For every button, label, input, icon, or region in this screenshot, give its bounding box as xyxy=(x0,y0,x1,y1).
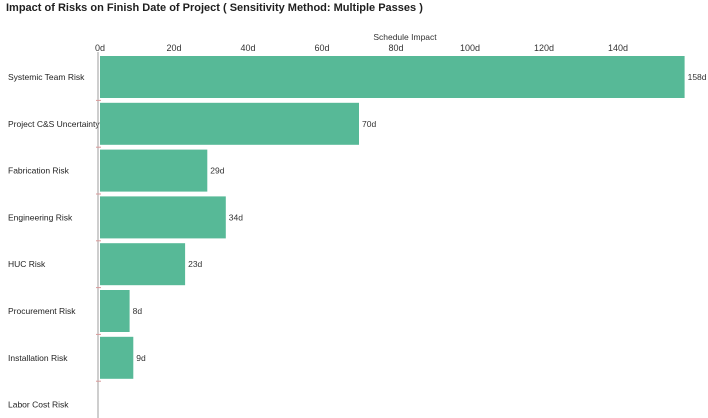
chart-title: Impact of Risks on Finish Date of Projec… xyxy=(6,2,423,14)
x-axis-title: Schedule Impact xyxy=(373,32,437,42)
x-tick-label: 20d xyxy=(166,43,181,53)
category-label: HUC Risk xyxy=(8,259,46,269)
x-tick-label: 40d xyxy=(240,43,255,53)
category-label: Procurement Risk xyxy=(8,306,76,316)
bar xyxy=(100,336,134,379)
y-axis-ticks xyxy=(96,99,101,382)
value-labels: 158d 70d 29d 34d 23d 8d 9d xyxy=(133,72,707,363)
x-tick-label: 60d xyxy=(314,43,329,53)
x-tick-label: 140d xyxy=(608,43,628,53)
category-label: Fabrication Risk xyxy=(8,166,70,176)
category-labels: Systemic Team Risk Project C&S Uncertaint… xyxy=(8,72,100,410)
x-tick-label: 80d xyxy=(388,43,403,53)
category-label: Engineering Risk xyxy=(8,212,73,222)
value-label: 70d xyxy=(362,119,376,129)
value-label: 34d xyxy=(229,212,243,222)
x-axis-ticks: 0d 20d 40d 60d 80d 100d 120d 140d xyxy=(95,43,628,53)
bar xyxy=(100,243,186,286)
bar xyxy=(100,149,208,192)
value-label: 9d xyxy=(136,353,146,363)
value-label: 8d xyxy=(133,306,143,316)
category-label: Installation Risk xyxy=(8,353,68,363)
bar xyxy=(100,102,359,145)
category-label: Systemic Team Risk xyxy=(8,72,85,82)
bar xyxy=(100,56,685,98)
value-label: 158d xyxy=(688,72,707,82)
x-tick-label: 0d xyxy=(95,43,105,53)
x-tick-label: 100d xyxy=(460,43,480,53)
x-tick-label: 120d xyxy=(534,43,554,53)
bar xyxy=(100,196,226,239)
value-label: 23d xyxy=(188,259,202,269)
category-label: Labor Cost Risk xyxy=(8,400,69,410)
value-label: 29d xyxy=(210,166,224,176)
bar xyxy=(100,290,130,332)
bars xyxy=(100,56,685,379)
category-label: Project C&S Uncertainty xyxy=(8,119,100,129)
